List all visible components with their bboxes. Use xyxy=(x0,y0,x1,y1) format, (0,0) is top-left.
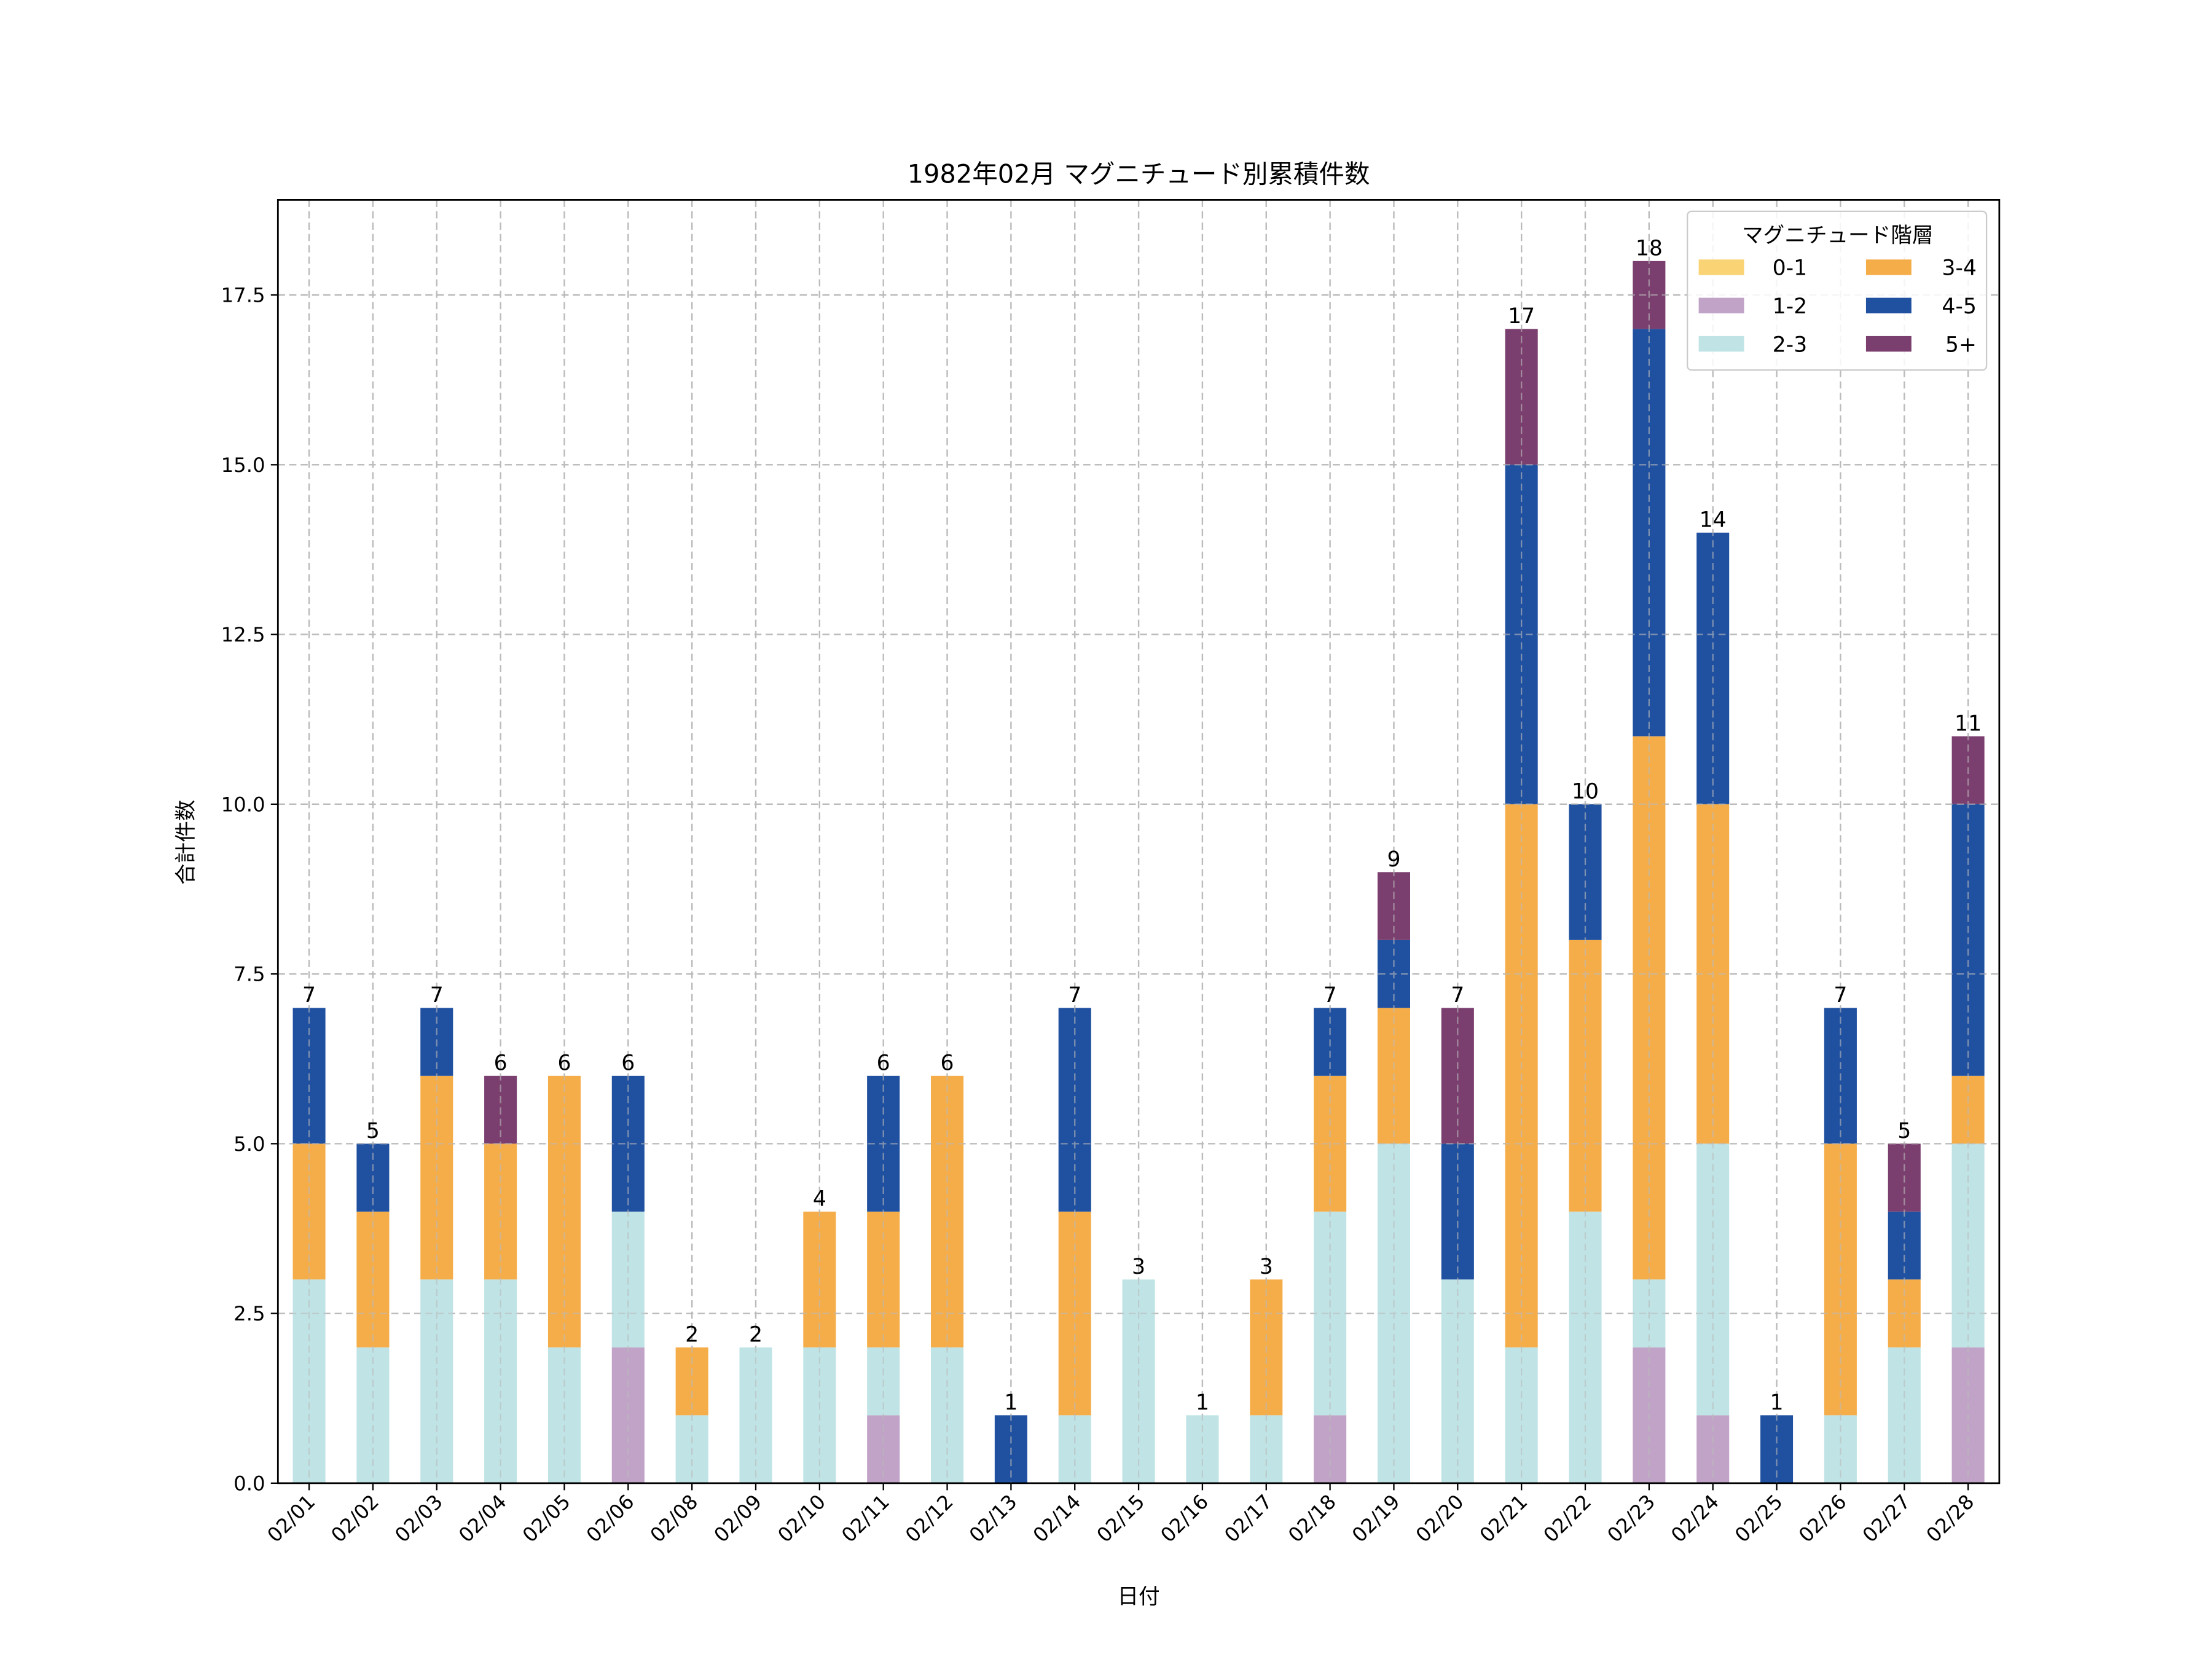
y-axis-label: 合計件数 xyxy=(174,800,198,885)
total-label: 5 xyxy=(1897,1119,1911,1143)
total-label: 6 xyxy=(621,1051,635,1076)
legend-label: 3-4 xyxy=(1942,256,1977,281)
x-tick-label: 02/08 xyxy=(646,1490,703,1547)
legend-swatch-5+ xyxy=(1865,335,1912,352)
x-tick-label: 02/24 xyxy=(1666,1490,1724,1547)
x-tick-label: 02/25 xyxy=(1730,1490,1787,1547)
y-tick-label: 15.0 xyxy=(221,453,265,477)
x-tick-label: 02/06 xyxy=(582,1490,639,1547)
legend-title: マグニチュード階層 xyxy=(1742,224,1933,248)
total-label: 6 xyxy=(941,1051,954,1076)
y-tick-label: 0.0 xyxy=(233,1472,265,1495)
x-axis-label: 日付 xyxy=(1117,1585,1159,1609)
legend: マグニチュード階層 0-1 1-2 2-3 3-4 4-5 5+ xyxy=(1686,210,1988,371)
legend-label: 0-1 xyxy=(1773,256,1808,281)
total-label: 9 xyxy=(1387,847,1400,872)
total-label: 18 xyxy=(1636,237,1663,261)
y-tick-label: 7.5 xyxy=(233,963,265,986)
y-tick-label: 2.5 xyxy=(233,1302,265,1325)
y-tick-label: 10.0 xyxy=(221,793,265,816)
total-label: 6 xyxy=(877,1051,890,1076)
total-label: 3 xyxy=(1132,1255,1145,1279)
y-tick-label: 17.5 xyxy=(221,284,265,307)
total-label: 11 xyxy=(1955,712,1982,736)
x-tick-label: 02/20 xyxy=(1411,1490,1469,1547)
total-label: 7 xyxy=(1068,983,1081,1008)
y-tick-label: 5.0 xyxy=(233,1132,265,1156)
total-label: 3 xyxy=(1260,1255,1273,1279)
x-axis: 02/01 02/02 02/03 02/04 02/05 02/06 02/08 02/09… xyxy=(263,1483,1979,1547)
x-tick-label: 02/23 xyxy=(1602,1490,1660,1547)
x-tick-label: 02/27 xyxy=(1858,1490,1915,1547)
total-label: 14 xyxy=(1700,508,1727,533)
x-tick-label: 02/11 xyxy=(837,1490,894,1547)
y-tick-label: 12.5 xyxy=(221,623,265,646)
total-label: 7 xyxy=(430,983,444,1008)
total-label: 2 xyxy=(685,1323,699,1347)
x-tick-label: 02/28 xyxy=(1922,1490,1979,1547)
total-label: 17 xyxy=(1508,304,1535,329)
x-tick-label: 02/15 xyxy=(1092,1490,1150,1547)
total-label: 7 xyxy=(1834,983,1847,1008)
total-label: 7 xyxy=(1324,983,1337,1008)
x-tick-label: 02/02 xyxy=(326,1490,383,1547)
x-tick-label: 02/16 xyxy=(1156,1490,1213,1547)
x-tick-label: 02/19 xyxy=(1347,1490,1405,1547)
legend-label: 1-2 xyxy=(1773,294,1808,319)
x-tick-label: 02/09 xyxy=(710,1490,767,1547)
x-tick-label: 02/01 xyxy=(263,1490,320,1547)
x-tick-label: 02/10 xyxy=(773,1490,830,1547)
total-label: 4 xyxy=(813,1187,826,1212)
total-label: 1 xyxy=(1196,1390,1209,1415)
total-label: 1 xyxy=(1770,1390,1784,1415)
legend-swatch-0-1 xyxy=(1698,259,1744,275)
x-tick-label: 02/18 xyxy=(1284,1490,1341,1547)
grid-overlay xyxy=(278,200,1999,1484)
total-label: 6 xyxy=(494,1051,508,1076)
chart-title: 1982年02月 マグニチュード別累積件数 xyxy=(908,159,1370,189)
legend-frame xyxy=(1686,210,1988,371)
x-tick-label: 02/17 xyxy=(1220,1490,1277,1547)
total-label: 6 xyxy=(557,1051,571,1076)
total-label: 2 xyxy=(749,1323,763,1347)
x-tick-label: 02/04 xyxy=(454,1490,511,1547)
x-tick-label: 02/21 xyxy=(1475,1490,1532,1547)
legend-swatch-1-2 xyxy=(1698,297,1744,313)
x-tick-label: 02/03 xyxy=(390,1490,447,1547)
legend-swatch-3-4 xyxy=(1865,259,1912,275)
total-label: 10 xyxy=(1572,780,1599,804)
x-tick-label: 02/13 xyxy=(965,1490,1022,1547)
legend-label: 4-5 xyxy=(1942,294,1977,319)
x-tick-label: 02/14 xyxy=(1029,1490,1086,1547)
legend-label: 2-3 xyxy=(1773,332,1808,357)
legend-label: 5+ xyxy=(1945,332,1977,357)
x-tick-label: 02/05 xyxy=(518,1490,575,1547)
legend-swatch-2-3 xyxy=(1698,335,1744,352)
x-tick-label: 02/12 xyxy=(901,1490,958,1547)
x-tick-label: 02/26 xyxy=(1794,1490,1851,1547)
total-label: 7 xyxy=(302,983,316,1008)
total-label: 1 xyxy=(1004,1390,1018,1415)
legend-swatch-4-5 xyxy=(1865,297,1912,313)
total-label: 7 xyxy=(1451,983,1464,1008)
total-label: 5 xyxy=(366,1119,380,1143)
x-tick-label: 02/22 xyxy=(1539,1490,1596,1547)
y-axis: 0.0 2.5 5.0 7.5 10.0 12.5 15.0 17.5 xyxy=(221,284,278,1495)
